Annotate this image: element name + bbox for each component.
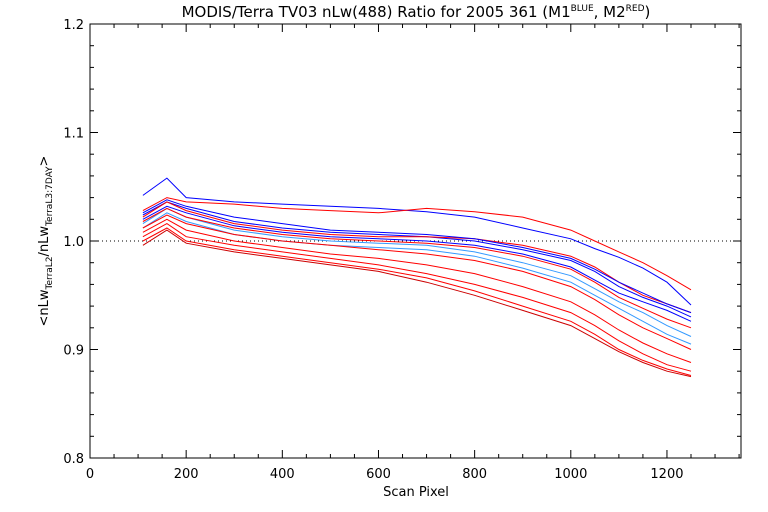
- chart-title-end: ): [645, 3, 651, 21]
- x-axis-ticks: 0 200 400 600 800 1000 1200: [86, 24, 740, 482]
- y-axis-label-sub1: TerraL2: [45, 256, 55, 290]
- y-axis-label-sub2: TerraL3:7DAY: [45, 166, 55, 227]
- chart-title-main: MODIS/Terra TV03 nLw(488) Ratio for 2005…: [182, 3, 571, 21]
- series-line-12: [142, 227, 692, 376]
- series-line-6: [142, 212, 692, 345]
- series-line-1: [142, 177, 692, 306]
- series-line-7: [142, 201, 692, 314]
- x-tick-label: 1000: [554, 467, 587, 482]
- x-tick-label: 0: [86, 467, 94, 482]
- y-tick-label: 1.2: [63, 18, 84, 33]
- y-axis-label-slash: /nLw: [37, 226, 52, 257]
- y-axis-label: <nLwTerraL2/nLwTerraL3:7DAY>: [37, 156, 55, 327]
- chart-title-sup-blue: BLUE: [571, 4, 594, 14]
- series-line-14: [142, 199, 692, 314]
- y-tick-label: 0.8: [63, 452, 84, 467]
- series-line-13: [142, 229, 692, 378]
- series-line-9: [142, 214, 692, 350]
- series-line-4: [142, 205, 692, 322]
- y-tick-label: 0.9: [63, 344, 84, 359]
- series-line-8: [142, 207, 692, 329]
- series-line-10: [142, 218, 692, 363]
- x-tick-label: 1200: [650, 467, 683, 482]
- series-line-3: [142, 201, 692, 318]
- chart-title-mid: , M2: [594, 3, 626, 21]
- chart-title-sup-red: RED: [626, 4, 645, 14]
- series-line-2: [142, 197, 692, 291]
- y-axis-ticks: 0.8 0.9 1.0 1.1 1.2: [63, 18, 741, 467]
- y-tick-label: 1.0: [63, 235, 84, 250]
- x-tick-label: 400: [270, 467, 295, 482]
- y-axis-label-close: >: [37, 156, 52, 167]
- chart-title: MODIS/Terra TV03 nLw(488) Ratio for 2005…: [182, 3, 651, 21]
- series-line-11: [142, 223, 692, 372]
- y-axis-label-open: <nLw: [37, 289, 52, 326]
- x-axis-label: Scan Pixel: [383, 485, 449, 500]
- series-layer: [142, 177, 692, 378]
- y-tick-label: 1.1: [63, 127, 84, 142]
- x-tick-label: 200: [174, 467, 199, 482]
- x-tick-label: 800: [462, 467, 487, 482]
- x-tick-label: 600: [366, 467, 391, 482]
- series-line-5: [142, 207, 692, 337]
